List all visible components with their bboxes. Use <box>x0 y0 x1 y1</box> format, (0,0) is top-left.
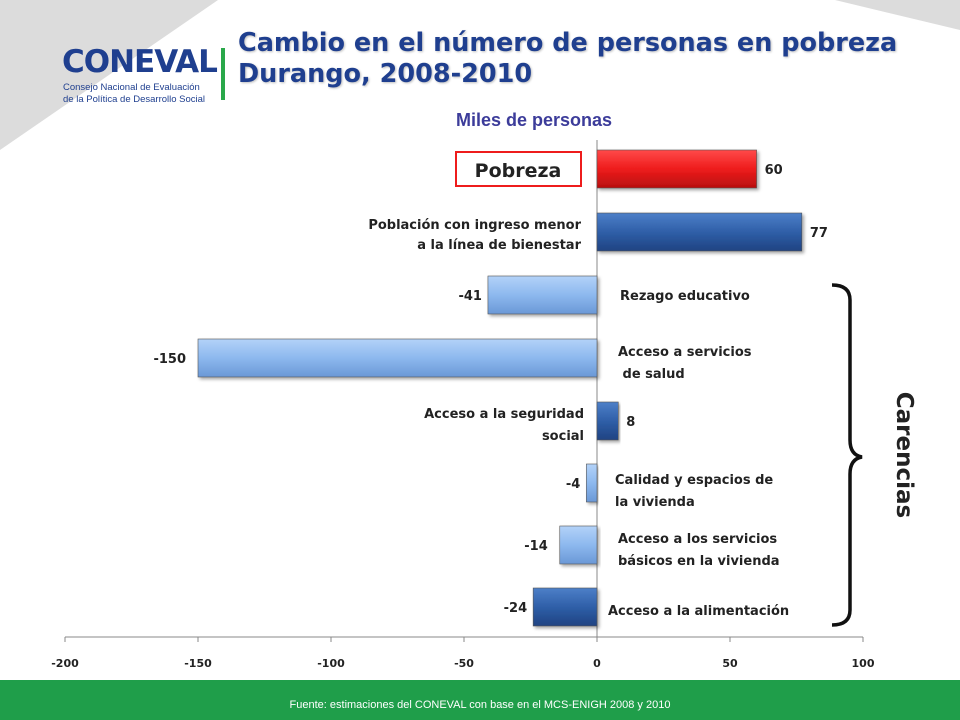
logo-wordmark: CONEVAL <box>62 44 218 80</box>
category-label: Pobreza <box>475 160 562 182</box>
bar <box>532 587 598 627</box>
category-label: Acceso a los servicios básicos en la vivi… <box>618 532 780 569</box>
footer-bar <box>0 680 960 720</box>
bar <box>487 275 598 315</box>
x-tick-label: 50 <box>722 657 738 670</box>
title-line-2: Durango, 2008-2010 <box>238 59 533 89</box>
carencias-label: Carencias <box>891 392 917 518</box>
coneval-logo: CONEVAL Consejo Nacional de Evaluación d… <box>62 44 222 114</box>
x-tick-label: -100 <box>317 657 345 670</box>
category-label: Población con ingreso menor a la línea de… <box>368 218 581 253</box>
x-tick-label: 100 <box>852 657 875 670</box>
bar-value-label: -14 <box>524 539 548 554</box>
bar-value-label: 60 <box>765 163 783 178</box>
x-tick-label: -200 <box>51 657 79 670</box>
x-tick-label: 0 <box>593 657 601 670</box>
logo-caption-line-1: Consejo Nacional de Evaluación <box>63 82 200 93</box>
bar-value-label: -4 <box>566 477 580 492</box>
category-label: Rezago educativo <box>620 289 750 304</box>
logo-caption-line-2: de la Política de Desarrollo Social <box>63 94 206 105</box>
source-note: Fuente: estimaciones del CONEVAL con bas… <box>289 699 671 711</box>
chart-subtitle: Miles de personas <box>456 110 613 130</box>
bar <box>596 149 757 189</box>
category-label: Acceso a servicios de salud <box>618 345 752 382</box>
logo-divider <box>221 48 225 100</box>
bar-value-label: -24 <box>504 601 528 616</box>
bar-value-label: 77 <box>810 226 828 241</box>
bar <box>559 525 598 565</box>
category-label: Acceso a la alimentación <box>608 604 789 619</box>
bar <box>596 401 619 441</box>
category-label: Calidad y espacios de la vivienda <box>615 473 773 510</box>
page-title: Cambio en el número de personas en pobre… <box>238 28 897 90</box>
bar <box>197 338 598 378</box>
bar <box>586 463 598 503</box>
pobreza-label-box <box>455 151 582 187</box>
carencias-bracket <box>831 283 863 627</box>
bar-value-label: -150 <box>153 352 186 367</box>
bar-value-label: 8 <box>626 415 635 430</box>
bar-value-label: -41 <box>458 289 482 304</box>
x-tick-label: -150 <box>184 657 212 670</box>
category-label: Acceso a la seguridad social <box>424 407 584 444</box>
title-line-1: Cambio en el número de personas en pobre… <box>238 28 898 58</box>
bar <box>596 212 803 252</box>
bar-chart: -200 -150 -100 -50 0 50 100 60 77 -41 -150 8 -4 -14 -2… <box>51 140 917 670</box>
x-tick-label: -50 <box>454 657 474 670</box>
